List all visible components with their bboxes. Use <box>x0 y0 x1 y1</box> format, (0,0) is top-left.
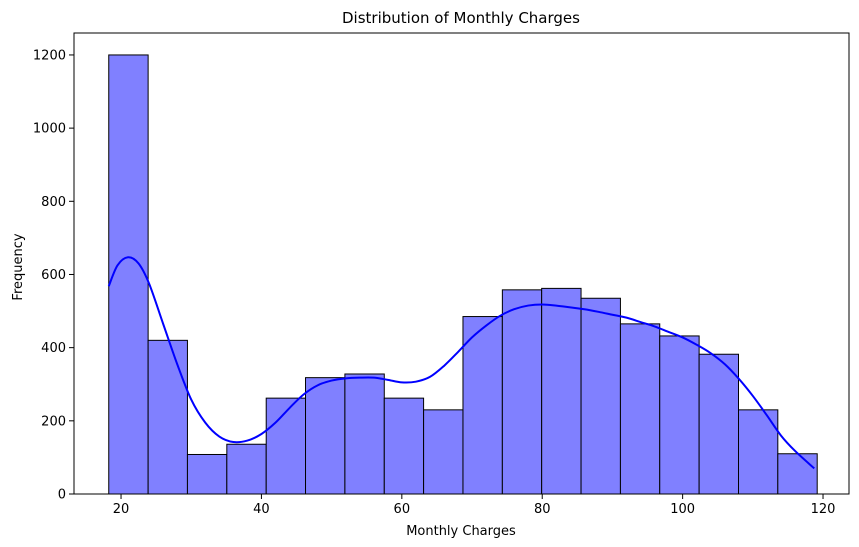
y-tick-label: 800 <box>41 195 66 210</box>
histogram-bar <box>619 323 661 495</box>
histogram-bar <box>305 377 346 495</box>
histogram-bar <box>344 373 385 495</box>
x-tick-label: 100 <box>670 502 695 517</box>
y-tick-label: 200 <box>41 414 66 429</box>
histogram-bar <box>186 453 228 495</box>
histogram-bar <box>423 409 464 495</box>
histogram-bar <box>580 297 621 495</box>
histogram-bar <box>226 443 267 495</box>
chart-title: Distribution of Monthly Charges <box>342 9 580 27</box>
x-axis: 20 40 60 80 100 120 <box>113 494 836 517</box>
histogram-bar <box>383 397 425 495</box>
x-tick-label: 20 <box>113 502 130 517</box>
histogram-bar <box>501 289 543 495</box>
x-tick-label: 60 <box>394 502 411 517</box>
x-tick-label: 120 <box>811 502 836 517</box>
x-axis-title: Monthly Charges <box>406 524 516 539</box>
y-axis-title: Frequency <box>11 233 26 300</box>
plot-area: 20 40 60 80 100 120 0 200 400 600 800 1000 1200 <box>33 32 850 517</box>
x-tick-label: 40 <box>253 502 270 517</box>
kde-curve-group <box>107 256 815 470</box>
histogram-bars <box>108 54 818 495</box>
x-tick-label: 80 <box>534 502 551 517</box>
histogram-bar <box>541 287 582 495</box>
y-axis: 0 200 400 600 800 1000 1200 <box>33 48 74 503</box>
y-tick-label: 0 <box>58 488 66 503</box>
kde-line <box>107 256 815 470</box>
plot-frame <box>73 32 850 495</box>
histogram-bar <box>738 409 779 495</box>
histogram-bar <box>698 353 740 495</box>
histogram-bar <box>147 339 188 495</box>
y-tick-label: 1000 <box>33 122 66 137</box>
y-tick-label: 1200 <box>33 48 66 63</box>
y-tick-label: 400 <box>41 341 66 356</box>
y-tick-label: 600 <box>41 268 66 283</box>
histogram-bar <box>777 453 818 495</box>
histogram-bar <box>108 54 149 495</box>
histogram-bar <box>265 397 307 495</box>
histogram-bar <box>659 335 700 495</box>
histogram-bar <box>462 316 503 495</box>
